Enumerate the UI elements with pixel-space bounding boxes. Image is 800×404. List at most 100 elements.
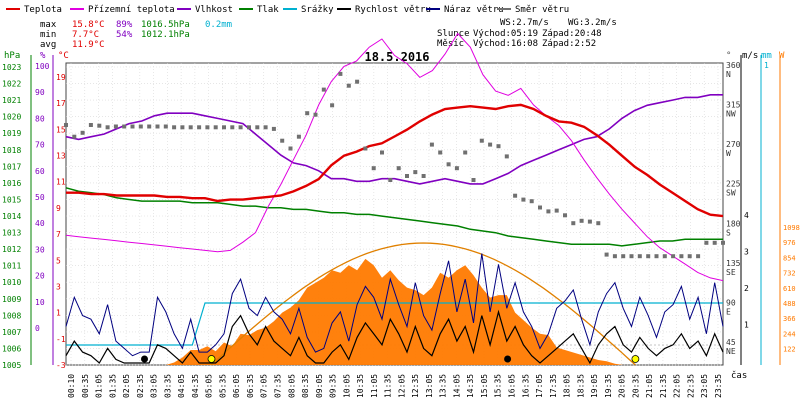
tick-time: 16:35 [521,374,530,398]
wind-direction-dot [147,124,152,129]
wind-direction-dot [463,150,468,155]
tick-solar: 976 [783,239,796,247]
tick-time: 23:35 [714,374,723,398]
wind-direction-dot [296,134,301,139]
unit-degc: °C [58,51,69,61]
tick-time: 23:05 [700,374,709,398]
wind-direction-dot [563,213,567,218]
wind-direction-dot [571,221,576,226]
tick-humidity: 70 [35,141,45,150]
wind-direction-dot [396,166,401,171]
tick-time: 15:35 [494,374,503,398]
tick-humidity: 60 [35,167,45,176]
tick-time: 04:05 [177,374,186,398]
wind-direction-dot [188,125,193,130]
wind-direction-dot [546,209,551,214]
wind-direction-dot [637,254,642,259]
tick-hpa: 1021 [2,96,21,105]
tick-humidity: 90 [35,88,45,97]
wind-direction-dot [271,126,276,131]
axis-units: hPa % °C ° m/s mm W čas [4,51,785,381]
stat-min-hum: 54% [116,30,133,40]
tick-time: 20:35 [631,374,640,398]
astro-block: WS:2.7m/s WG:3.2m/s Slunce Východ:05:19 … [437,18,617,49]
wind-direction-dot [113,124,118,129]
tick-hpa: 1014 [2,212,21,221]
wind-direction-dot [363,146,368,151]
tick-temp: 17 [56,99,66,108]
wind-direction-dot [504,154,509,159]
tick-time: 08:05 [287,374,296,398]
wind-direction-dot [222,125,226,130]
tick-temp: 13 [56,152,66,161]
wind-direction-dot [596,221,601,226]
tick-time: 20:05 [618,374,627,398]
wind-direction-dot [330,103,335,108]
wind-direction-dot [587,219,592,224]
tick-humidity: 0 [35,324,40,333]
wind-direction-dot [429,142,434,147]
tick-time: 18:35 [576,374,585,398]
tick-solar: 122 [783,346,796,354]
wind-direction-dot [579,218,584,223]
wind-direction-dot [421,174,426,178]
tick-direction-name: SE [726,268,736,277]
tick-direction-name: N [726,70,731,79]
wind-direction-dot [205,125,210,130]
wind-gust-info: WG:3.2m/s [568,18,617,28]
tick-hpa: 1011 [2,262,21,271]
tick-hpa: 1013 [2,229,21,238]
wind-direction-dot [122,124,127,129]
tick-solar: 244 [783,330,796,338]
wind-direction-dot [64,123,68,127]
tick-hpa: 1009 [2,295,21,304]
wind-direction-dot [529,199,534,204]
wind-direction-dot [138,124,143,129]
stat-min-temp: 7.7°C [72,30,99,40]
wind-direction-dot [321,87,326,92]
tick-wind: 1 [744,321,749,330]
series-p-zemn-teplota [65,32,724,282]
tick-time: 05:05 [205,374,214,398]
tick-humidity: 100 [35,62,50,71]
tick-direction: 135 [726,259,741,268]
legend-label-4: Srážky [301,5,334,15]
wind-direction-dot [72,134,77,139]
tick-hpa: 1010 [2,278,21,287]
tick-hpa: 1007 [2,328,21,337]
series-n-raz-v-tru [65,253,724,357]
tick-humidity: 50 [35,193,45,202]
wind-direction-dot [696,254,701,259]
wind-direction-dot [105,125,110,130]
tick-time: 08:35 [301,374,310,398]
tick-rain: 1 [764,61,769,70]
tick-solar: 1098 [783,224,800,232]
event-sun-set [631,355,640,363]
stat-min-press: 1012.1hPa [141,30,190,40]
tick-temp: 9 [56,204,61,213]
tick-time: 16:05 [508,374,517,398]
series-rychlost-v-tru [65,309,724,365]
tick-temp: 11 [56,178,66,187]
moon-rise-info: Východ:16:08 [473,39,538,49]
tick-direction: 90 [726,298,736,307]
wind-direction-dot [671,254,676,259]
tick-time: 13:35 [439,374,448,398]
tick-time: 00:10 [67,374,76,398]
tick-hpa: 1022 [2,80,21,89]
tick-direction: 45 [726,338,736,347]
wind-direction-dot [446,162,451,167]
tick-wind: 2 [744,284,749,293]
tick-time: 12:05 [397,374,406,398]
tick-solar: 854 [783,254,796,262]
tick-wind: 4 [744,211,749,220]
tick-humidity: 30 [35,245,45,254]
wind-direction-dot [554,208,559,213]
tick-humidity: 40 [35,219,45,228]
tick-direction-name: NE [726,347,736,356]
tick-direction-name: SW [726,189,736,198]
tick-direction: 360 [726,61,741,70]
tick-hpa: 1018 [2,146,21,155]
wind-direction-dot [454,166,459,171]
